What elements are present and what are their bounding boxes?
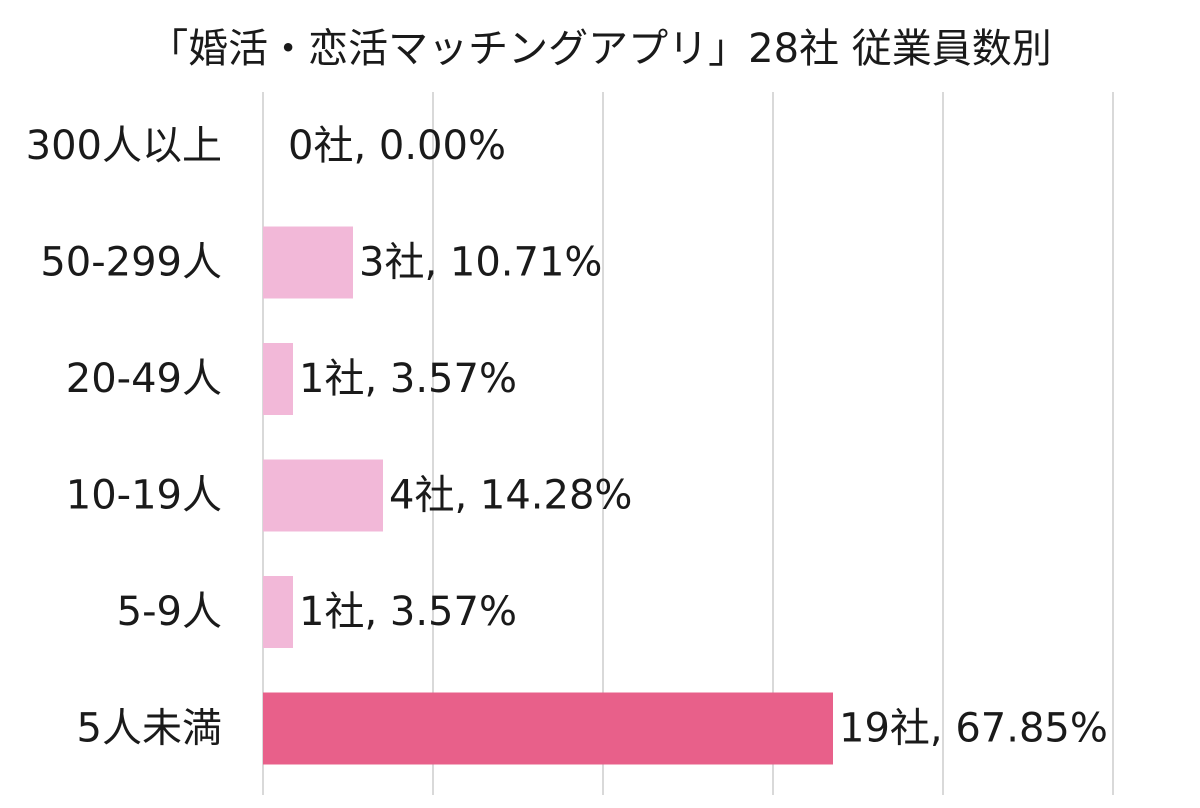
data-label: 4社, 14.28%: [389, 473, 632, 519]
data-label: 1社, 3.57%: [299, 356, 517, 402]
bars: [263, 226, 833, 765]
category-label: 300人以上: [26, 123, 222, 169]
category-label: 10-19人: [66, 473, 222, 519]
category-labels: 300人以上 50-299人 20-49人 10-19人 5-9人 5人未満: [26, 123, 222, 752]
chart-title: 「婚活・恋活マッチングアプリ」28社 従業員数別: [148, 26, 1052, 72]
category-label: 5-9人: [117, 589, 222, 635]
data-label: 1社, 3.57%: [299, 589, 517, 635]
data-labels: 0社, 0.00% 3社, 10.71% 1社, 3.57% 4社, 14.28% 1社…: [288, 123, 1108, 752]
data-label: 0社, 0.00%: [288, 123, 506, 169]
bar: [263, 576, 293, 648]
bar: [263, 343, 293, 415]
category-label: 20-49人: [66, 356, 222, 402]
bar: [263, 226, 353, 299]
bar: [263, 459, 383, 532]
data-label: 3社, 10.71%: [359, 240, 602, 286]
data-label: 19社, 67.85%: [839, 706, 1108, 752]
category-label: 50-299人: [40, 240, 222, 286]
gridlines: [262, 92, 1114, 795]
category-label: 5人未満: [77, 706, 222, 752]
bar: [263, 692, 833, 765]
